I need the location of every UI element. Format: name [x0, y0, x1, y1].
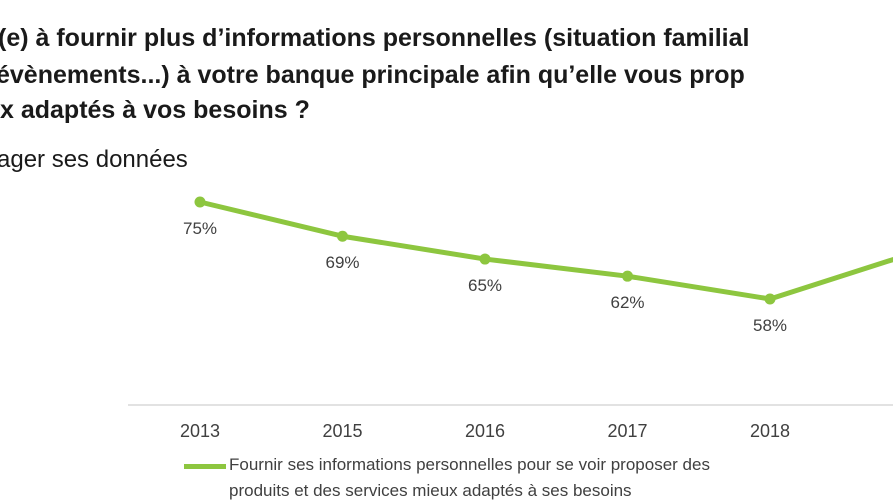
x-tick-2016: 2016 [465, 421, 505, 441]
x-tick-2015: 2015 [322, 421, 362, 441]
legend-swatch [184, 464, 226, 469]
data-point-2016 [479, 253, 491, 265]
chart-subtitle: ager ses données [0, 146, 188, 173]
x-tick-2013: 2013 [180, 421, 220, 441]
data-point-2015 [337, 230, 348, 242]
series-line [199, 199, 893, 302]
question-line-1: (e) à fournir plus d’informations person… [0, 24, 750, 52]
data-label-2018: 58% [753, 316, 787, 335]
data-point-2018 [764, 293, 776, 305]
data-point-2013 [194, 196, 206, 208]
x-tick-2017: 2017 [607, 421, 647, 441]
question-line-2: évènements...) à votre banque principale… [0, 61, 745, 89]
data-label-2013: 75% [183, 219, 217, 238]
legend-label-line-1: Fournir ses informations personnelles po… [229, 455, 710, 474]
data-label-2015: 69% [325, 253, 359, 272]
data-label-2017: 62% [610, 293, 644, 312]
question-line-3: x adaptés à vos besoins ? [0, 96, 310, 124]
data-label-2016: 65% [468, 276, 502, 295]
data-point-2017 [622, 270, 633, 282]
legend-label-line-2: produits et des services mieux adaptés à… [229, 481, 632, 500]
x-tick-2018: 2018 [750, 421, 790, 441]
